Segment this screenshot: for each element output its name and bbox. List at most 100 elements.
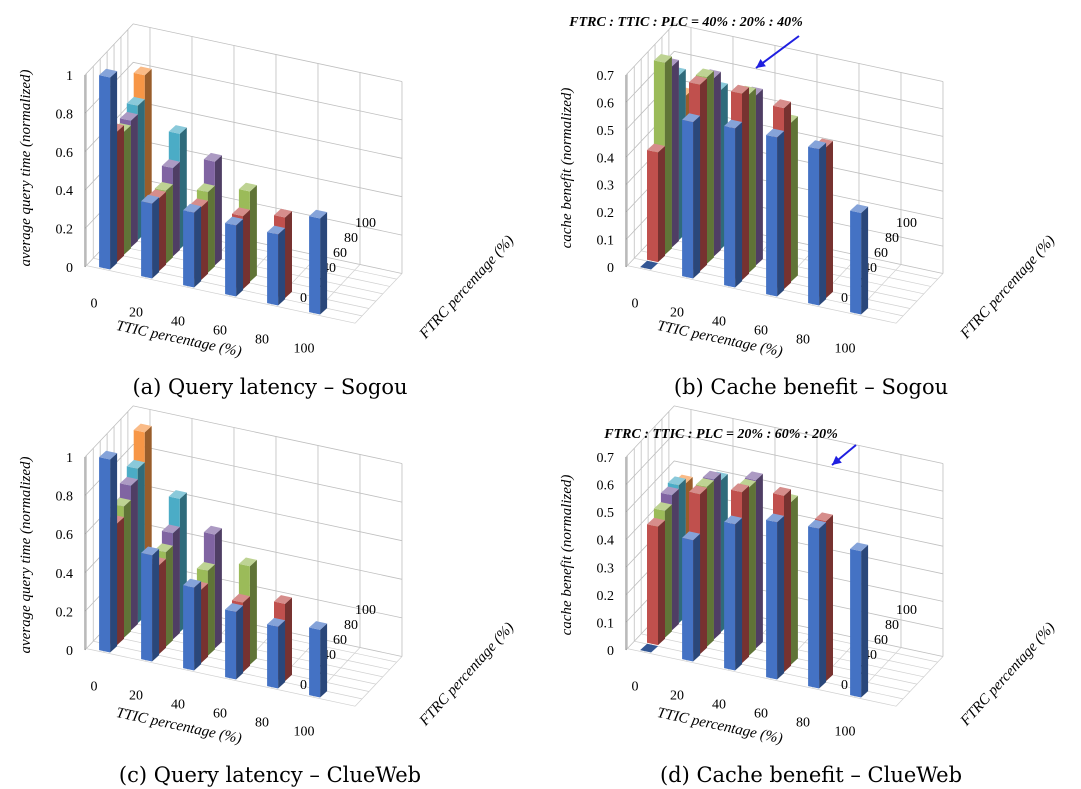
z-axis-title: FTRC percentage (%)	[416, 233, 517, 343]
bar-ttic0-ftrc0	[99, 68, 118, 270]
bar-side	[201, 583, 208, 664]
bar-top	[815, 512, 833, 522]
x-tick-label: 20	[129, 306, 143, 321]
bar-top	[141, 546, 160, 556]
bar-top	[850, 204, 869, 213]
x-tick-label: 20	[670, 306, 684, 321]
bar-top	[126, 459, 145, 469]
bar-top	[731, 483, 749, 493]
y-tick-label: 0	[607, 261, 614, 276]
gridline	[625, 50, 944, 110]
z-tick-label: 80	[344, 231, 358, 246]
bar-ttic20-ftrc0	[682, 531, 701, 662]
x-tick-label: 60	[754, 707, 768, 722]
bar-side	[735, 122, 743, 288]
bar-top	[267, 225, 286, 235]
bar-ttic0-ftrc0	[640, 260, 659, 270]
chart-caption: (c) Query latency – ClueWeb	[118, 763, 422, 787]
z-tick-label: 60	[333, 246, 347, 261]
z-tick-label: 0	[300, 291, 307, 306]
bar-side	[790, 495, 798, 665]
y-tick-label: 0.3	[597, 179, 615, 194]
bar-side	[658, 520, 665, 646]
x-tick-label: 60	[754, 324, 768, 339]
bar-side	[755, 89, 763, 266]
bar-side	[742, 485, 749, 664]
bar-top	[724, 119, 743, 129]
x-tick-label: 80	[796, 333, 810, 348]
bar-side	[320, 212, 328, 315]
bar-top	[196, 183, 215, 193]
bar-side	[664, 504, 672, 638]
y-tick-label: 0	[607, 644, 614, 659]
bar-top	[238, 182, 257, 192]
bar-top	[850, 542, 869, 552]
bar-side	[117, 125, 124, 263]
bar-side	[285, 597, 292, 682]
bar-side	[110, 453, 118, 653]
z-axis-title: FTRC percentage (%)	[957, 233, 1058, 343]
bar-front	[183, 585, 195, 671]
bar-top	[724, 515, 743, 525]
bar-side	[117, 517, 124, 646]
bar-side	[123, 500, 131, 638]
z-tick-label: 60	[874, 246, 888, 261]
y-tick-label: 0.6	[597, 479, 615, 494]
bar-ttic20-ftrc0	[682, 113, 701, 279]
bar-side	[285, 211, 292, 299]
gridline	[84, 405, 403, 464]
bar-top	[133, 66, 152, 76]
y-axis-title: cache benefit (normalized)	[559, 88, 575, 249]
bar-top	[168, 125, 187, 134]
bar-top	[647, 143, 665, 153]
bar-side	[278, 620, 286, 689]
bar-side	[826, 514, 833, 682]
gridline	[625, 433, 944, 492]
bar-side	[819, 522, 827, 689]
bar-top	[695, 68, 714, 78]
y-tick-label: 0.5	[597, 124, 615, 139]
gridline	[625, 23, 944, 82]
bar-side	[777, 515, 785, 680]
gridline	[625, 460, 944, 519]
bar-side	[159, 558, 166, 655]
bar-side	[243, 209, 250, 290]
bar-top	[154, 182, 173, 191]
bar-side	[784, 489, 791, 673]
bar-ttic40-ftrc0	[183, 578, 202, 671]
bar-top	[267, 617, 286, 627]
bar-side	[159, 191, 166, 272]
bar-top	[161, 524, 180, 534]
bar-side	[214, 528, 222, 649]
bar-side	[706, 480, 714, 647]
y-tick-label: 0.4	[597, 151, 615, 166]
bar-ttic100-ftrc0	[309, 209, 328, 315]
bars	[99, 66, 328, 315]
x-tick-label: 100	[294, 342, 315, 357]
bar-ttic60-ftrc0	[766, 513, 785, 680]
gridline	[895, 273, 944, 324]
bar-front	[808, 526, 820, 689]
y-tick-label: 0.7	[597, 451, 615, 466]
annotation-label: FTRC : TTIC : PLC = 20% : 60% : 20%	[603, 427, 838, 442]
bar-top	[168, 490, 187, 499]
bar-front	[183, 210, 195, 288]
z-tick-label: 60	[874, 633, 888, 648]
bar-top	[232, 593, 250, 603]
bar-front	[99, 457, 111, 653]
bar-side	[207, 564, 215, 656]
bar-front	[766, 135, 778, 297]
chart-panel-d: 00.10.20.30.40.50.60.7020406080100020406…	[541, 395, 1081, 789]
chart-svg: 00.10.20.30.40.50.60.7020406080100020406…	[559, 15, 1058, 360]
bar-side	[713, 71, 721, 257]
x-tick-label: 0	[91, 297, 98, 312]
bar-side	[700, 487, 707, 655]
chart-svg: 00.10.20.30.40.50.60.7020406080100020406…	[559, 405, 1058, 747]
x-tick-label: 40	[171, 315, 185, 330]
gridline	[86, 648, 356, 707]
bar-front	[309, 216, 321, 315]
bar-top	[161, 159, 180, 169]
y-tick-label: 0.8	[56, 490, 74, 505]
bar-ttic0-ftrc0	[640, 643, 659, 653]
x-tick-label: 0	[91, 680, 98, 695]
